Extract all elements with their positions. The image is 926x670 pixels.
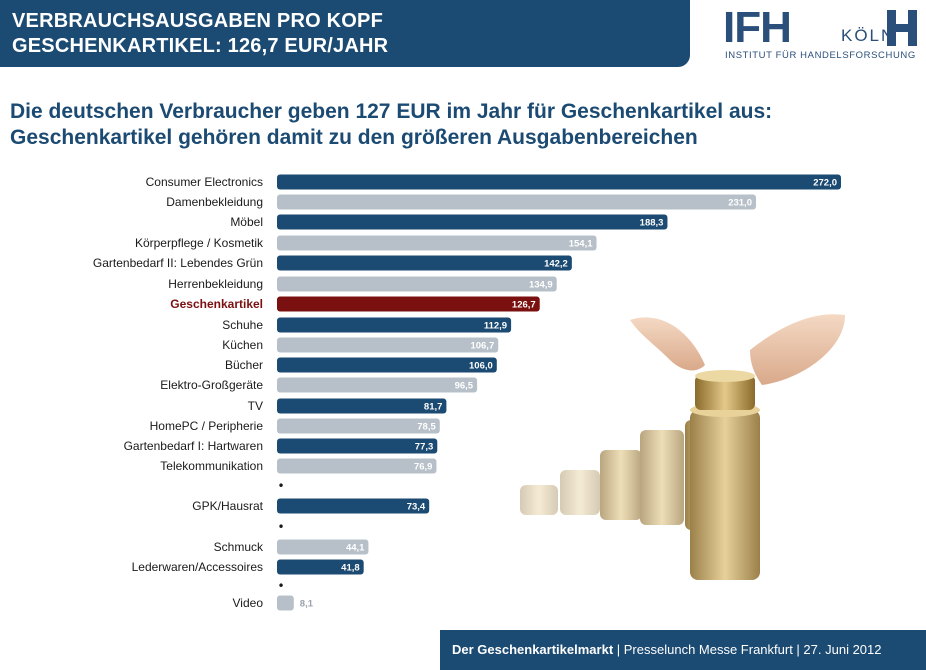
logo-main-text: IFH bbox=[723, 3, 792, 52]
value-label: 231,0 bbox=[728, 198, 752, 209]
bar bbox=[277, 398, 447, 414]
category-label: Geschenkartikel bbox=[170, 297, 263, 311]
value-label: 272,0 bbox=[813, 178, 837, 189]
bar-chart: Consumer Electronics 272,0 Damenbekleidung… bbox=[93, 174, 841, 611]
category-label: Körperpflege / Kosmetik bbox=[135, 236, 264, 250]
bar bbox=[277, 194, 756, 210]
value-label: 78,5 bbox=[417, 422, 436, 433]
category-label: Telekommunikation bbox=[160, 459, 263, 473]
category-label: Gartenbedarf I: Hartwaren bbox=[124, 439, 263, 453]
value-label: 76,9 bbox=[414, 462, 433, 473]
value-label: 106,7 bbox=[470, 341, 494, 352]
category-label: Elektro-Großgeräte bbox=[160, 378, 263, 392]
footer-band: Der Geschenkartikelmarkt | Presselunch M… bbox=[440, 630, 926, 670]
category-label: Schmuck bbox=[214, 540, 264, 554]
value-label: 142,2 bbox=[544, 259, 568, 270]
bar bbox=[277, 498, 430, 514]
value-label: 73,4 bbox=[407, 502, 426, 513]
footer-details: | Presselunch Messe Frankfurt | 27. Juni… bbox=[613, 642, 882, 657]
bar bbox=[277, 595, 294, 611]
bar bbox=[277, 458, 437, 474]
value-label: 188,3 bbox=[640, 218, 664, 229]
category-label: Damenbekleidung bbox=[166, 195, 263, 209]
category-label: Schuhe bbox=[222, 318, 263, 332]
bar bbox=[277, 418, 440, 434]
value-label: 77,3 bbox=[415, 442, 434, 453]
bar bbox=[277, 438, 438, 454]
category-label: TV bbox=[248, 399, 263, 413]
bar bbox=[277, 276, 557, 292]
bar bbox=[277, 559, 364, 575]
category-label: Küchen bbox=[222, 338, 263, 352]
footer-title: Der Geschenkartikelmarkt bbox=[452, 642, 614, 657]
bar bbox=[277, 255, 572, 271]
category-label: Video bbox=[233, 596, 264, 610]
bar bbox=[277, 214, 668, 230]
value-label: 81,7 bbox=[424, 402, 443, 413]
ellipsis-dot: • bbox=[277, 579, 284, 593]
header-title-line1: VERBRAUCHSAUSGABEN PRO KOPF bbox=[12, 10, 383, 32]
value-label: 154,1 bbox=[569, 239, 593, 250]
ellipsis-dot: • bbox=[277, 479, 284, 493]
header-title-line2: GESCHENKARTIKEL: 126,7 EUR/JAHR bbox=[12, 35, 389, 57]
value-label: 44,1 bbox=[346, 543, 365, 554]
value-label: 41,8 bbox=[341, 563, 360, 574]
logo-city-text: KÖLN bbox=[841, 26, 896, 45]
headline-line2: Geschenkartikel gehören damit zu den grö… bbox=[10, 126, 698, 149]
bar bbox=[277, 539, 369, 555]
coin-stacks-image bbox=[520, 314, 845, 580]
category-label: Gartenbedarf II: Lebendes Grün bbox=[93, 256, 263, 270]
value-label: 112,9 bbox=[484, 321, 507, 332]
value-label: 126,7 bbox=[512, 300, 536, 311]
bar bbox=[277, 317, 512, 333]
bar bbox=[277, 337, 499, 353]
bar bbox=[277, 235, 597, 251]
headline-line1: Die deutschen Verbraucher geben 127 EUR … bbox=[10, 100, 773, 123]
bar bbox=[277, 357, 497, 373]
logo-subtitle: INSTITUT FÜR HANDELSFORSCHUNG bbox=[725, 50, 916, 61]
category-label: Consumer Electronics bbox=[146, 175, 263, 189]
header-band: VERBRAUCHSAUSGABEN PRO KOPF GESCHENKARTI… bbox=[0, 0, 690, 67]
category-label: Möbel bbox=[230, 215, 263, 229]
bar bbox=[277, 174, 841, 190]
ellipsis-dot: • bbox=[277, 520, 284, 534]
category-label: GPK/Hausrat bbox=[192, 499, 263, 513]
value-label: 134,9 bbox=[529, 280, 553, 291]
bar bbox=[277, 296, 540, 312]
category-label: Herrenbekleidung bbox=[168, 277, 263, 291]
logo-mark-icon bbox=[887, 10, 917, 46]
value-label: 96,5 bbox=[455, 381, 474, 392]
ifh-logo: IFH KÖLN INSTITUT FÜR HANDELSFORSCHUNG bbox=[723, 6, 918, 64]
value-label: 106,0 bbox=[469, 361, 493, 372]
category-label: Lederwaren/Accessoires bbox=[132, 560, 263, 574]
category-label: Bücher bbox=[225, 358, 263, 372]
value-label: 8,1 bbox=[300, 599, 314, 610]
bar bbox=[277, 377, 478, 393]
category-label: HomePC / Peripherie bbox=[150, 419, 264, 433]
